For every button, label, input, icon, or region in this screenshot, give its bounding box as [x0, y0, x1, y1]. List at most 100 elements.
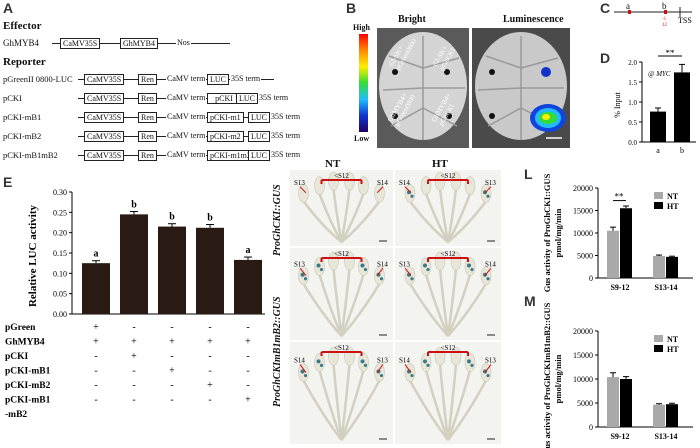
- gus-stain: [470, 267, 474, 272]
- gus-stain: [470, 363, 474, 367]
- panel-letter-m: M: [524, 293, 536, 309]
- e-row-mark: +: [245, 395, 251, 406]
- arrow-left: [299, 186, 307, 194]
- panel-letter-a: A: [3, 0, 14, 16]
- reporter-promoter-box: CaMV35S: [84, 74, 125, 85]
- reporter-row: pCKI CaMV35S Ren CaMV term pCKI LUC 35S …: [0, 93, 300, 107]
- e-row-label: pGreen: [5, 323, 36, 333]
- site-b-label: b: [662, 1, 667, 11]
- flower-pedicel: [447, 379, 488, 441]
- flower-pedicel: [438, 364, 450, 441]
- xtick-label: S9-12: [610, 432, 629, 441]
- chart-e: 0.00 0.05 0.10 0.15 0.20 0.25 0.30 a b b b a Relativ…: [5, 188, 265, 420]
- reporter-camv-term: CaMV term: [166, 93, 207, 102]
- d-ytick-label: 1.0: [628, 99, 637, 107]
- bar-ht: [620, 208, 632, 278]
- flower-pedicel: [340, 364, 351, 441]
- panel-letter-l: L: [524, 166, 533, 182]
- reporter-luc-box: LUC: [248, 112, 270, 123]
- bar-nt: [653, 404, 665, 427]
- gus-stain: [303, 277, 308, 281]
- s12-label: <S12: [441, 172, 456, 180]
- gus-stain: [363, 363, 368, 367]
- xtick-label: S13-14: [654, 432, 677, 441]
- arrow-left: [404, 364, 412, 373]
- effector-promoter-box: CaMV35S: [60, 38, 101, 49]
- e-row-label: pCKI-mB1: [5, 396, 51, 406]
- e-row-mark: -: [246, 366, 249, 377]
- stage-label-right: S14: [377, 260, 388, 268]
- s12-label: <S12: [441, 344, 456, 352]
- legend-label: HT: [667, 202, 679, 211]
- significance: **: [615, 192, 625, 202]
- e-row-mark: -: [132, 380, 135, 391]
- ylabel-line1: Gus activity of ProGhCKImB1mB2::GUS: [542, 302, 552, 448]
- panel-letter-e: E: [3, 174, 13, 190]
- bar-ht: [666, 404, 678, 427]
- flower-bud: [328, 251, 339, 271]
- d-ytick-label: 0.5: [628, 119, 637, 127]
- e-sig-letter: a: [94, 249, 99, 260]
- tss-label: TSS: [678, 16, 692, 25]
- reporter-promoter-variant-box: pCKI-m2: [207, 131, 244, 142]
- reporter-camv-term: CaMV term: [166, 131, 207, 140]
- stage-label-left: S14: [399, 179, 410, 187]
- stage-label-left: S14: [294, 356, 305, 364]
- bar-ht: [666, 256, 678, 278]
- reporter-camv-term: CaMV term: [166, 74, 207, 83]
- flower-image: <S12 S14 S13: [395, 170, 501, 246]
- arrow-right: [484, 267, 492, 276]
- arrow-right: [484, 364, 492, 373]
- flower-image: <S12 S13 S14: [290, 170, 393, 246]
- panel-letter-b: B: [346, 0, 357, 16]
- reporter-35s-term: 35S term: [258, 93, 290, 102]
- reporter-name: pCKI-mB1mB2: [3, 150, 58, 160]
- ytick-label: 20000: [573, 184, 593, 193]
- flower-pedicel: [332, 268, 343, 337]
- s12-label: <S12: [334, 344, 349, 352]
- luminescence-label: Luminescence: [503, 14, 564, 25]
- arrow-left: [404, 267, 412, 276]
- reporter-promoter-box: CaMV35S: [84, 131, 125, 142]
- e-row-label: pCKI-mB2: [5, 381, 51, 391]
- arrow-right: [376, 364, 384, 373]
- stage-label-left: S13: [294, 260, 305, 268]
- flower-pedicel: [446, 268, 458, 337]
- stage-label-right: S14: [485, 260, 496, 268]
- reporter-ren-box: Ren: [138, 150, 157, 161]
- e-row-mark: +: [93, 337, 99, 348]
- e-row-mark: -: [170, 380, 173, 391]
- d-ytick-label: 0.0: [628, 139, 637, 147]
- gus-stain: [486, 373, 490, 378]
- ylabel-line2: pmol/mg/min: [553, 208, 563, 257]
- gus-stain: [426, 267, 430, 272]
- flower-bud: [344, 171, 355, 191]
- gus-stain: [486, 277, 490, 281]
- flower-pedicel: [318, 370, 343, 441]
- reporter-name: pCKI-mB2: [3, 131, 42, 141]
- e-ylabel: Relative LUC activity: [27, 204, 39, 307]
- site-b-pos-2: 12: [662, 23, 668, 28]
- row1-label: ProGhCKI::GUS: [272, 184, 283, 256]
- reporter-camv-term: CaMV term: [166, 112, 207, 121]
- e-row-mark: +: [131, 351, 137, 362]
- flower-pedicel: [340, 193, 365, 243]
- bar-nt: [607, 377, 619, 427]
- gus-stain: [467, 359, 471, 364]
- stage-label-left: S13: [294, 179, 305, 187]
- legend-swatch: [654, 192, 663, 199]
- flower-pedicel: [332, 188, 343, 243]
- flower-bud: [374, 183, 385, 203]
- d-ytick-label: 2.0: [628, 59, 637, 67]
- flower-bg: [395, 170, 501, 246]
- e-row-mark: -: [246, 351, 249, 362]
- d-ylabel: % Input: [613, 91, 622, 117]
- flower-pedicel: [340, 268, 351, 337]
- reporter-35s-term: 35S term: [270, 150, 302, 159]
- e-row-mark: -: [170, 395, 173, 406]
- stage-label-left: S13: [399, 260, 410, 268]
- ytick-label: 10000: [573, 375, 593, 384]
- e-row-mark: +: [207, 337, 213, 348]
- luminescence-color-scale: [359, 34, 368, 132]
